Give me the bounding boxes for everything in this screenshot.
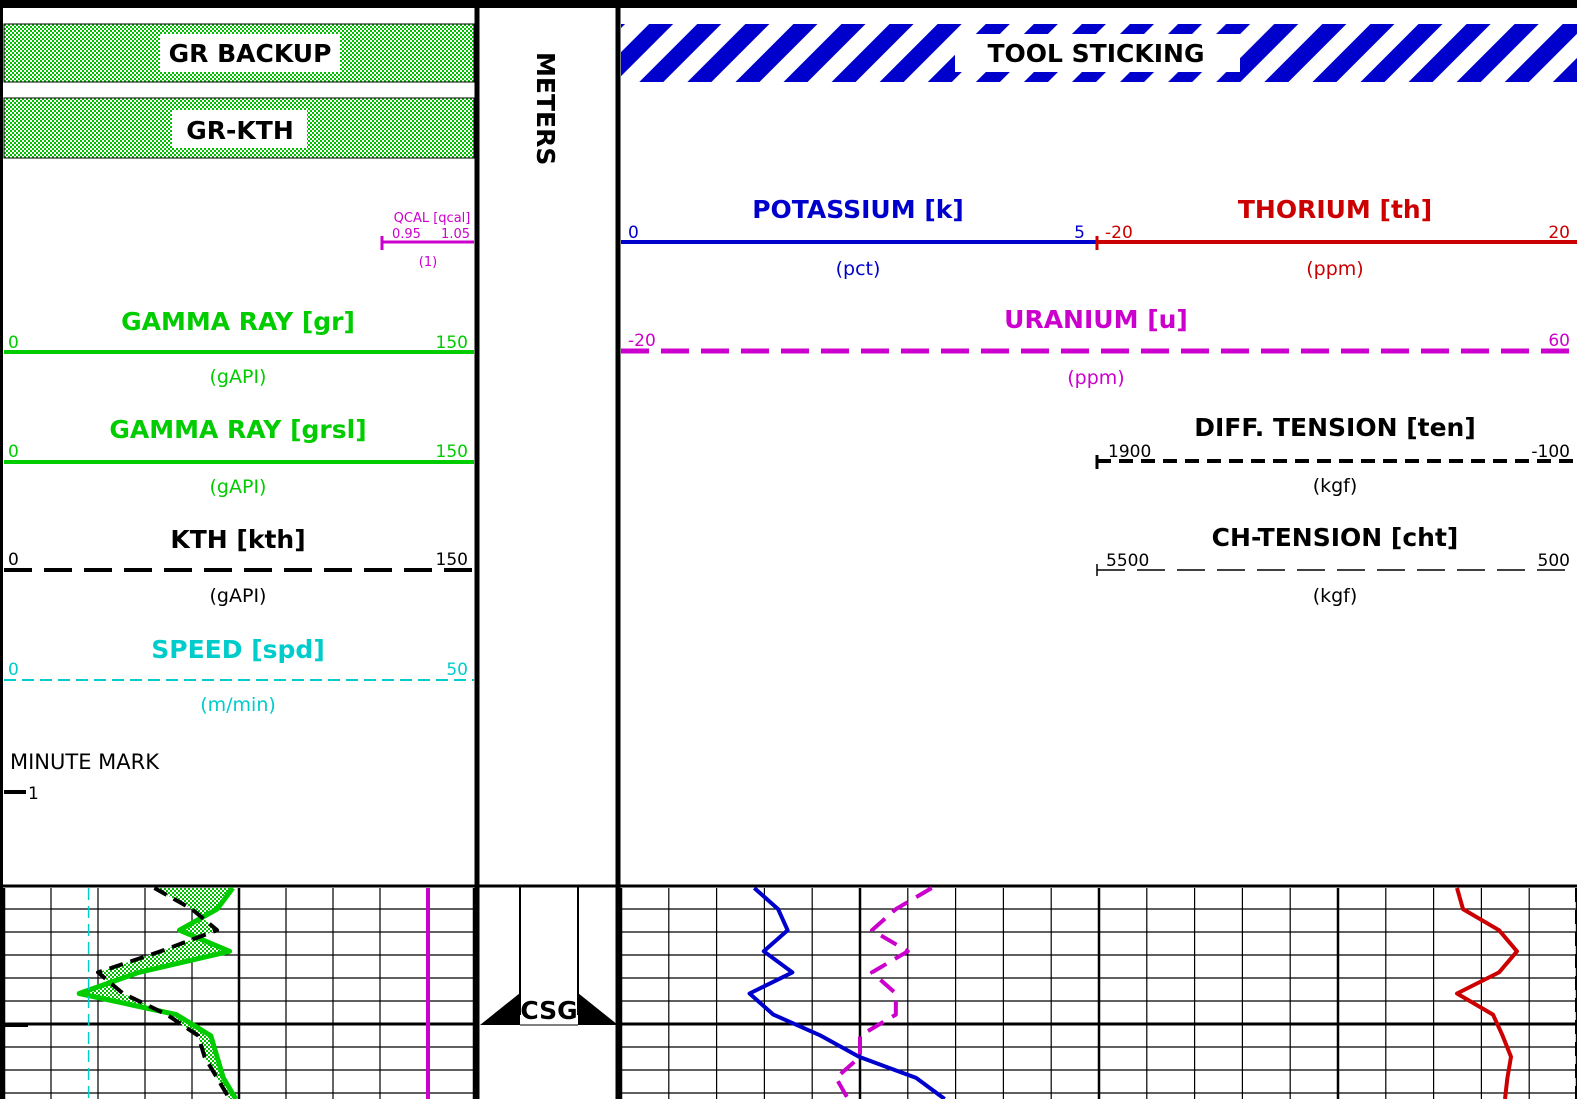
gr-kth-label: GR-KTH bbox=[186, 116, 294, 145]
k-scale-right: 5 bbox=[1074, 223, 1085, 243]
casing-marker: CSG bbox=[480, 886, 618, 1026]
u-scale-right: 60 bbox=[1548, 331, 1570, 351]
ten-title: DIFF. TENSION [ten] bbox=[1194, 413, 1476, 442]
ten-unit: (kgf) bbox=[1313, 475, 1358, 497]
cht-scale-right: 500 bbox=[1538, 551, 1570, 571]
th-scale-left: -20 bbox=[1105, 223, 1133, 243]
ten-scale-right: -100 bbox=[1531, 442, 1570, 462]
k-title: POTASSIUM [k] bbox=[752, 195, 964, 224]
gr-title: GAMMA RAY [gr] bbox=[121, 307, 355, 336]
curve-uranium bbox=[834, 886, 933, 1099]
qcal-title: QCAL [qcal] bbox=[394, 211, 471, 226]
th-unit: (ppm) bbox=[1306, 258, 1363, 280]
log-grid bbox=[2, 888, 1577, 1099]
gr-scale-left: 0 bbox=[8, 333, 19, 353]
k-scale-left: 0 bbox=[628, 223, 639, 243]
kth-title: KTH [kth] bbox=[170, 525, 305, 554]
cht-title: CH-TENSION [cht] bbox=[1212, 523, 1459, 552]
grsl-scale-right: 150 bbox=[436, 442, 468, 462]
minute-mark-title: MINUTE MARK bbox=[10, 750, 160, 774]
grsl-unit: (gAPI) bbox=[210, 476, 267, 498]
th-title: THORIUM [th] bbox=[1238, 195, 1432, 224]
spd-title: SPEED [spd] bbox=[151, 635, 325, 664]
cht-scale-left: 5500 bbox=[1106, 551, 1149, 571]
gr-scale-right: 150 bbox=[436, 333, 468, 353]
kth-scale-right: 150 bbox=[436, 550, 468, 570]
u-scale-left: -20 bbox=[628, 331, 656, 351]
tool-sticking-label: TOOL STICKING bbox=[987, 39, 1204, 68]
u-unit: (ppm) bbox=[1067, 367, 1124, 389]
qcal-scale-left: 0.95 bbox=[392, 227, 421, 242]
spd-scale-left: 0 bbox=[8, 660, 19, 680]
gr-backup-label: GR BACKUP bbox=[169, 39, 332, 68]
th-scale-right: 20 bbox=[1548, 223, 1570, 243]
grsl-title: GAMMA RAY [grsl] bbox=[109, 415, 366, 444]
k-unit: (pct) bbox=[836, 258, 881, 280]
spd-scale-right: 50 bbox=[446, 660, 468, 680]
qcal-unit: (1) bbox=[419, 255, 437, 270]
qcal-scale-right: 1.05 bbox=[441, 227, 470, 242]
ten-scale-left: 1900 bbox=[1108, 442, 1151, 462]
u-title: URANIUM [u] bbox=[1004, 305, 1188, 334]
kth-unit: (gAPI) bbox=[210, 585, 267, 607]
casing-label: CSG bbox=[520, 996, 577, 1025]
gr-kth-fill bbox=[79, 888, 236, 1099]
gr-unit: (gAPI) bbox=[210, 366, 267, 388]
cht-unit: (kgf) bbox=[1313, 585, 1358, 607]
kth-scale-left: 0 bbox=[8, 550, 19, 570]
minute-mark-value: 1 bbox=[28, 784, 39, 804]
curve-thorium bbox=[1455, 887, 1519, 1099]
spd-unit: (m/min) bbox=[200, 694, 276, 716]
grsl-scale-left: 0 bbox=[8, 442, 19, 462]
depth-unit-label: METERS bbox=[531, 52, 560, 165]
